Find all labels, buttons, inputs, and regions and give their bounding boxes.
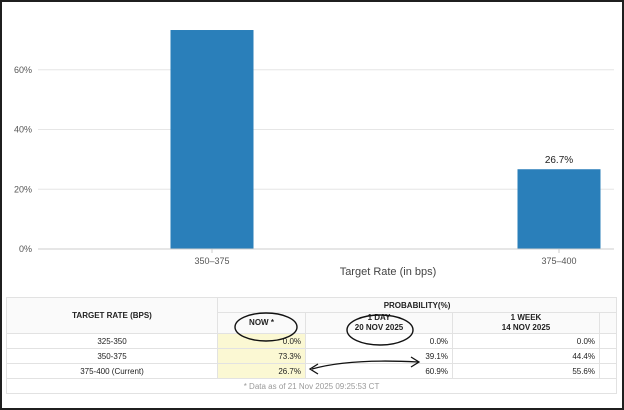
y-tick-label: 40% [14,125,32,135]
bar-chart: 0% 20% 40% 60% 26.7% 350–375 375–400 Target … [14,30,614,278]
empty-cell [598,348,618,364]
now-header-label: NOW * [249,318,274,327]
x-tick-label: 375–400 [541,256,576,266]
y-tick-label: 0% [19,244,32,254]
one-week-cell: 0.0% [452,333,600,349]
x-axis-tick-labels: 350–375 375–400 [194,249,577,266]
table-row: 325-350 0.0% 0.0% 0.0% [6,333,618,349]
probability-header: PROBABILITY(%) [216,297,618,313]
one-week-cell: 55.6% [452,363,600,379]
one-day-label: 1 DAY [367,313,391,322]
one-day-cell: 60.9% [305,363,453,379]
y-tick-label: 20% [14,184,32,194]
table-row: 375-400 (Current) 26.7% 60.9% 55.6% [6,363,618,379]
one-week-header: 1 WEEK 14 NOV 2025 [452,312,600,334]
y-axis-ticks: 0% 20% 40% 60% [14,65,32,254]
now-header: NOW * [217,312,306,334]
bar-data-label: 26.7% [545,155,573,166]
bar [170,30,254,249]
y-tick-label: 60% [14,65,32,75]
probability-table-container: TARGET RATE (BPS) PROBABILITY(%) NOW * 1… [5,297,618,394]
empty-cell [598,363,618,379]
empty-cell [598,333,618,349]
one-day-cell: 39.1% [305,348,453,364]
one-day-date: 20 NOV 2025 [354,323,404,332]
one-week-label: 1 WEEK [510,313,542,322]
bar [517,169,601,249]
one-week-cell: 44.4% [452,348,600,364]
target-rate-header: TARGET RATE (BPS) [6,297,218,334]
rate-cell: 325-350 [6,333,218,349]
bars: 26.7% [170,30,601,249]
footnote-row: * Data as of 21 Nov 2025 09:25:53 CT [5,378,618,394]
now-cell: 26.7% [217,363,306,379]
table-row: 350-375 73.3% 39.1% 44.4% [6,348,618,364]
rate-cell: 350-375 [6,348,218,364]
now-cell: 73.3% [217,348,306,364]
data-timestamp-note: * Data as of 21 Nov 2025 09:25:53 CT [5,378,618,394]
one-week-date: 14 NOV 2025 [501,323,551,332]
one-day-cell: 0.0% [305,333,453,349]
extra-header-cell [598,312,618,334]
x-axis-title: Target Rate (in bps) [340,266,437,278]
probability-table: TARGET RATE (BPS) PROBABILITY(%) NOW * 1… [5,297,618,394]
rate-cell: 375-400 (Current) [6,363,218,379]
now-cell: 0.0% [217,333,306,349]
one-day-header: 1 DAY 20 NOV 2025 [305,312,453,334]
x-tick-label: 350–375 [194,256,229,266]
